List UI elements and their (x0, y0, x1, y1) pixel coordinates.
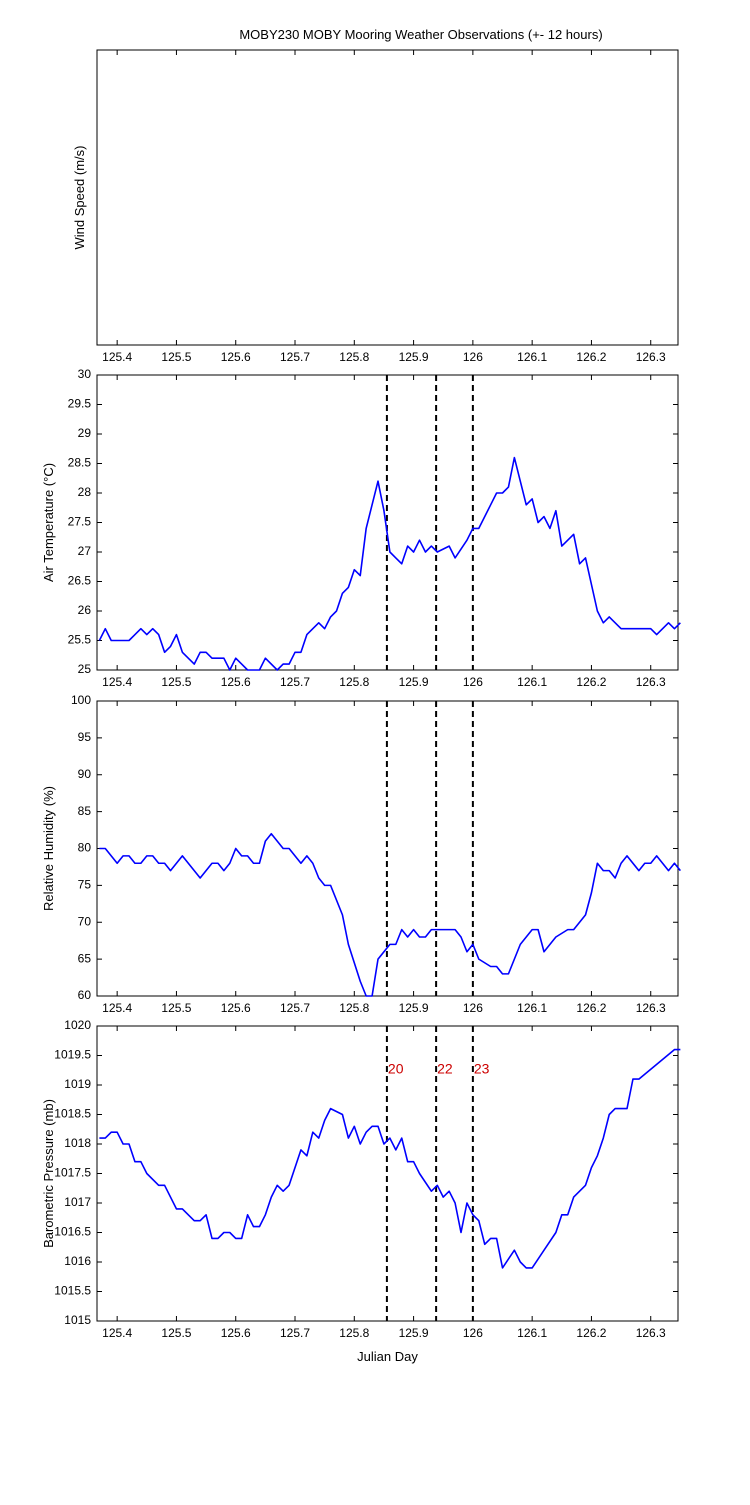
data-line (99, 832, 681, 997)
x-tick-label: 126.2 (576, 675, 606, 689)
x-tick-label: 125.8 (339, 675, 369, 689)
x-tick-label: 126 (463, 1001, 483, 1015)
plot-frame (96, 49, 679, 346)
y-tick-label: 80 (78, 841, 92, 855)
y-tick-label: 1015 (64, 1313, 91, 1327)
x-tick-label: 125.4 (102, 1326, 132, 1340)
x-tick-label: 126.2 (576, 1001, 606, 1015)
x-tick-label: 125.6 (221, 350, 251, 364)
y-tick-label: 27 (78, 544, 92, 558)
x-tick-label: 125.8 (339, 350, 369, 364)
x-tick-label: 125.8 (339, 1326, 369, 1340)
y-tick-label: 1018.5 (54, 1107, 91, 1121)
chart-title: MOBY230 MOBY Mooring Weather Observation… (239, 27, 602, 42)
data-line (98, 456, 681, 671)
y-tick-label: 95 (78, 730, 92, 744)
y-tick-label: 1019 (64, 1077, 91, 1091)
x-tick-label: 125.7 (280, 350, 310, 364)
y-tick-label: 25 (78, 662, 92, 676)
y-tick-label: 1016.5 (54, 1225, 91, 1239)
x-tick-label: 125.4 (102, 1001, 132, 1015)
x-tick-label: 125.6 (221, 1001, 251, 1015)
x-tick-label: 125.9 (399, 350, 429, 364)
x-tick-label: 126.3 (636, 350, 666, 364)
y-tick-label: 28.5 (68, 456, 92, 470)
x-tick-label: 126 (463, 350, 483, 364)
x-tick-label: 125.4 (102, 675, 132, 689)
data-line (99, 1048, 681, 1269)
x-tick-label: 126.1 (517, 675, 547, 689)
y-tick-label: 75 (78, 878, 92, 892)
x-tick-label: 126.3 (636, 1326, 666, 1340)
y-tick-label: 60 (78, 988, 92, 1002)
y-axis-label: Air Temperature (°C) (41, 463, 56, 582)
x-tick-label: 125.6 (221, 1326, 251, 1340)
y-tick-label: 1020 (64, 1018, 91, 1032)
y-tick-label: 30 (78, 367, 92, 381)
x-tick-label: 126.1 (517, 1001, 547, 1015)
x-tick-label: 125.8 (339, 1001, 369, 1015)
y-axis-label: Barometric Pressure (mb) (41, 1099, 56, 1248)
x-tick-label: 126 (463, 675, 483, 689)
x-tick-label: 126.1 (517, 350, 547, 364)
y-tick-label: 1015.5 (54, 1284, 91, 1298)
marker-label: 20 (388, 1061, 404, 1077)
y-axis-label: Relative Humidity (%) (41, 786, 56, 911)
x-tick-label: 125.7 (280, 675, 310, 689)
y-tick-label: 100 (71, 693, 91, 707)
x-tick-label: 125.5 (161, 350, 191, 364)
x-tick-label: 126 (463, 1326, 483, 1340)
y-tick-label: 65 (78, 951, 92, 965)
x-tick-label: 125.9 (399, 1326, 429, 1340)
x-tick-label: 126.3 (636, 675, 666, 689)
y-tick-label: 90 (78, 767, 92, 781)
y-tick-label: 1017.5 (54, 1166, 91, 1180)
y-axis-label: Wind Speed (m/s) (72, 145, 87, 249)
y-tick-label: 26 (78, 603, 92, 617)
y-tick-label: 1017 (64, 1195, 91, 1209)
marker-label: 23 (474, 1061, 490, 1077)
x-tick-label: 125.4 (102, 350, 132, 364)
y-tick-label: 1016 (64, 1254, 91, 1268)
x-tick-label: 126.1 (517, 1326, 547, 1340)
x-axis-label: Julian Day (357, 1349, 418, 1364)
x-tick-label: 125.7 (280, 1326, 310, 1340)
y-tick-label: 26.5 (68, 574, 92, 588)
y-tick-label: 70 (78, 914, 92, 928)
y-tick-label: 1018 (64, 1136, 91, 1150)
x-tick-label: 125.7 (280, 1001, 310, 1015)
x-tick-label: 125.9 (399, 1001, 429, 1015)
y-tick-label: 1019.5 (54, 1048, 91, 1062)
y-tick-label: 29.5 (68, 397, 92, 411)
x-tick-label: 125.5 (161, 1326, 191, 1340)
y-tick-label: 29 (78, 426, 92, 440)
x-tick-label: 125.9 (399, 675, 429, 689)
marker-label: 22 (437, 1061, 453, 1077)
x-tick-label: 126.2 (576, 350, 606, 364)
x-tick-label: 125.5 (161, 1001, 191, 1015)
x-tick-label: 126.2 (576, 1326, 606, 1340)
x-tick-label: 125.6 (221, 675, 251, 689)
y-tick-label: 27.5 (68, 515, 92, 529)
y-tick-label: 85 (78, 804, 92, 818)
x-tick-label: 126.3 (636, 1001, 666, 1015)
x-tick-label: 125.5 (161, 675, 191, 689)
y-tick-label: 25.5 (68, 633, 92, 647)
y-tick-label: 28 (78, 485, 92, 499)
